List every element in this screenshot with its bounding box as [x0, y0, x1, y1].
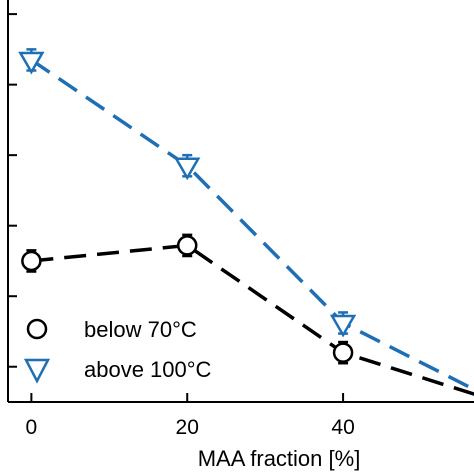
y-ticks — [8, 13, 17, 368]
plot-markers — [18, 48, 357, 365]
data-point-1-1 — [174, 157, 201, 181]
series-line-0 — [31, 243, 474, 396]
data-point-1-2 — [329, 314, 357, 338]
x-tick-label-2: 40 — [331, 416, 354, 439]
series-line-1 — [30, 58, 474, 392]
legend-circle-marker — [26, 318, 48, 340]
x-axis-label: MAA fraction [%] — [198, 446, 361, 471]
x-tick-label-0: 0 — [26, 416, 38, 439]
legend: below 70°C above 100°C — [23, 317, 212, 384]
x-tick-label-1: 20 — [176, 416, 199, 439]
legend-label-below-70c: below 70°C — [84, 317, 197, 342]
data-point-0-1 — [176, 235, 198, 256]
x-ticks: 0 20 40 — [26, 393, 355, 439]
data-point-1-0 — [18, 51, 45, 75]
data-point-0-2 — [332, 342, 354, 363]
legend-triangle-marker — [23, 358, 51, 384]
plot-lines — [30, 58, 474, 396]
data-point-0-0 — [21, 250, 42, 272]
legend-label-above-100c: above 100°C — [84, 357, 212, 382]
